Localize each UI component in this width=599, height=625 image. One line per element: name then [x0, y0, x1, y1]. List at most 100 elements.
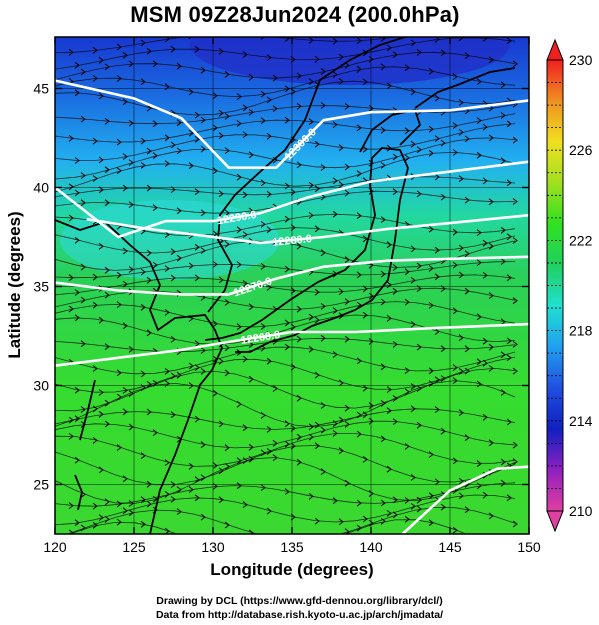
- wind-arrow: [356, 357, 362, 365]
- wind-arrow: [128, 266, 134, 273]
- wind-arrow: [296, 433, 302, 441]
- wind-arrow: [218, 190, 224, 198]
- wind-arrow: [116, 444, 122, 451]
- wind-arrow: [116, 369, 122, 377]
- wind-arrow: [321, 535, 325, 541]
- wind-arrow: [320, 468, 326, 475]
- y-axis-label: Latitude (degrees): [5, 211, 24, 358]
- wind-arrow: [500, 226, 506, 234]
- wind-arrow: [458, 477, 464, 485]
- wind-arrow: [308, 313, 314, 321]
- wind-arrow: [260, 90, 266, 98]
- wind-arrow: [218, 467, 224, 475]
- wind-arrow: [368, 490, 374, 497]
- wind-arrow: [338, 379, 344, 387]
- streamline: [55, 37, 516, 70]
- wind-arrow: [266, 190, 272, 198]
- wind-arrow: [68, 529, 74, 534]
- wind-arrow: [74, 314, 80, 322]
- wind-arrow: [236, 400, 242, 408]
- wind-arrow: [248, 375, 254, 383]
- wind-arrow: [332, 37, 338, 45]
- wind-arrow: [104, 166, 110, 174]
- wind-arrow: [428, 125, 434, 133]
- streamline: [55, 80, 516, 116]
- wind-arrow: [296, 242, 302, 250]
- wind-arrow: [236, 457, 242, 465]
- wind-arrow: [260, 179, 266, 187]
- wind-arrow: [122, 98, 128, 106]
- wind-arrow: [284, 116, 290, 124]
- wind-arrow: [116, 518, 122, 526]
- wind-arrow: [488, 242, 494, 250]
- wind-arrow: [380, 400, 386, 407]
- wind-arrow: [164, 459, 170, 466]
- wind-arrow: [272, 105, 278, 112]
- wind-arrow: [332, 497, 338, 505]
- wind-arrow: [260, 221, 266, 228]
- wind-arrow: [212, 462, 218, 469]
- data-credit: Data from http://database.rish.kyoto-u.a…: [155, 609, 444, 621]
- wind-arrow: [392, 395, 398, 402]
- wind-arrow: [104, 266, 110, 274]
- wind-arrow: [344, 404, 350, 412]
- colorbar-label: 226: [569, 142, 593, 158]
- wind-arrow: [344, 479, 350, 487]
- wind-arrow: [333, 535, 337, 541]
- wind-arrow: [116, 75, 122, 82]
- streamline: [55, 287, 516, 310]
- streamline: [55, 380, 516, 428]
- wind-arrow: [308, 423, 314, 431]
- wind-arrow: [284, 265, 290, 273]
- wind-arrow: [284, 440, 290, 448]
- wind-arrow: [338, 181, 344, 189]
- wind-arrow: [428, 149, 434, 157]
- wind-arrow: [464, 506, 470, 514]
- wind-arrow: [404, 515, 410, 523]
- colorbar-label: 214: [569, 413, 593, 429]
- wind-arrow: [200, 347, 206, 354]
- wind-arrow: [92, 46, 98, 54]
- wind-arrow: [218, 132, 224, 140]
- wind-arrow: [482, 123, 488, 131]
- wind-arrow: [140, 268, 146, 276]
- wind-arrow: [128, 500, 134, 507]
- wind-arrow: [218, 420, 224, 428]
- wind-arrow: [428, 68, 434, 75]
- wind-arrow: [380, 363, 386, 371]
- wind-arrow: [146, 249, 152, 257]
- wind-arrow: [356, 212, 362, 220]
- wind-arrow: [429, 28, 433, 34]
- x-tick-label: 130: [201, 539, 225, 555]
- wind-arrow: [368, 338, 374, 345]
- wind-arrow: [452, 307, 458, 315]
- wind-arrow: [512, 297, 518, 305]
- wind-arrow: [488, 365, 494, 372]
- wind-arrow: [452, 73, 458, 80]
- wind-arrow: [434, 94, 440, 102]
- wind-arrow: [440, 193, 446, 201]
- wind-arrow: [314, 225, 320, 233]
- wind-arrow: [164, 309, 170, 316]
- wind-arrow: [146, 47, 152, 55]
- wind-arrow: [308, 78, 314, 86]
- wind-arrow: [194, 111, 200, 119]
- wind-arrow: [452, 377, 458, 384]
- streamline: [55, 213, 516, 237]
- wind-arrow: [362, 145, 368, 153]
- wind-arrow: [116, 393, 122, 401]
- wind-arrow: [332, 307, 338, 315]
- wind-arrow: [428, 265, 434, 272]
- wind-arrow: [464, 250, 470, 258]
- wind-arrow: [194, 45, 200, 53]
- wind-arrow: [476, 358, 482, 366]
- wind-arrow: [344, 421, 350, 428]
- wind-arrow: [452, 364, 458, 371]
- wind-arrow: [380, 270, 386, 278]
- wind-arrow: [92, 273, 98, 281]
- wind-arrow: [236, 226, 242, 234]
- wind-arrow: [189, 538, 193, 544]
- wind-arrow: [506, 337, 512, 345]
- wind-arrow: [164, 160, 170, 167]
- wind-arrow: [260, 117, 266, 125]
